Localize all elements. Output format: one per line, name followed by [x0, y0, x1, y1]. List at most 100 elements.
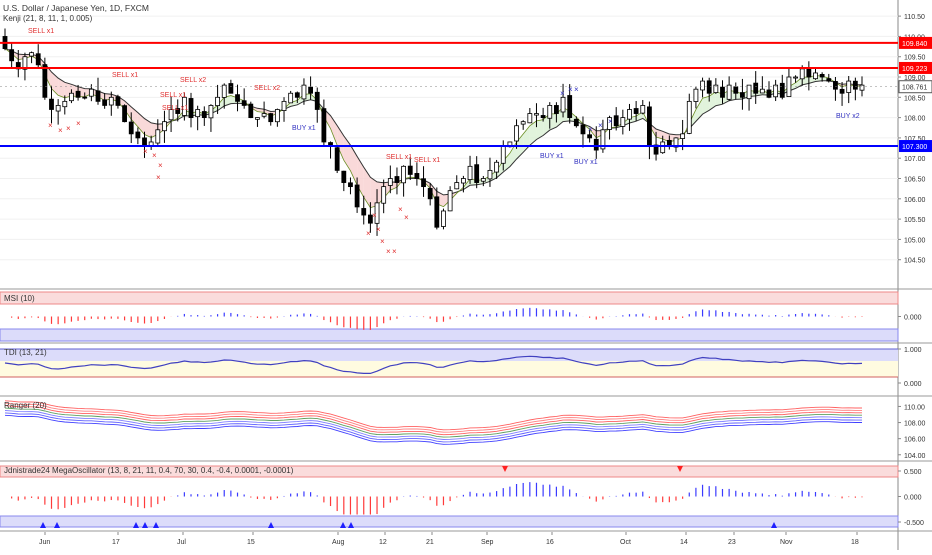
- signal-marker: ×: [386, 247, 391, 256]
- candle-body: [22, 56, 28, 70]
- signal-marker: ×: [158, 161, 163, 170]
- level-label: 109.223: [902, 66, 927, 73]
- time-tick-label: 12: [379, 539, 387, 546]
- time-tick-label: Aug: [332, 539, 345, 546]
- price-tick-label: 107.00: [904, 156, 926, 163]
- candle-body: [773, 84, 779, 98]
- candle-body: [195, 109, 201, 118]
- candle-body: [500, 145, 506, 164]
- ranger-band-line: [4, 407, 862, 438]
- price-tick-label: 109.00: [904, 75, 926, 82]
- candle-body: [567, 95, 573, 119]
- candle-body: [673, 137, 679, 148]
- candle-body: [255, 117, 260, 120]
- sell-signal-label: SELL x1: [160, 92, 186, 99]
- candle-body: [108, 96, 114, 106]
- candle-body: [494, 161, 500, 173]
- candle-body: [228, 83, 234, 94]
- candle-body: [779, 82, 785, 98]
- candle-body: [235, 94, 240, 102]
- candle-body: [859, 84, 865, 91]
- candle-body: [693, 88, 699, 102]
- candle-body: [208, 105, 214, 119]
- candle-body: [746, 84, 752, 100]
- panel-tick-label: 104.00: [904, 453, 926, 460]
- candle-body: [381, 186, 387, 204]
- cloud-segment: [330, 115, 338, 146]
- signal-marker: ×: [588, 125, 593, 134]
- cloud-segment: [589, 126, 597, 138]
- candle-body: [766, 89, 772, 98]
- sell-signal-label: SELL x1: [162, 105, 188, 112]
- candle-body: [95, 90, 101, 102]
- sell-signal-label: SELL x1: [112, 72, 138, 79]
- candle-body: [314, 91, 320, 110]
- osc-buy-triangle: [153, 522, 159, 528]
- candle-body: [680, 133, 686, 139]
- price-tick-label: 108.50: [904, 95, 926, 102]
- level-badge: [899, 140, 932, 153]
- candle-body: [733, 86, 739, 94]
- panel-tick-label: 108.00: [904, 421, 926, 428]
- candle-body: [55, 105, 61, 112]
- candle-body: [826, 78, 832, 82]
- buy-signal-label: BUY x2: [836, 113, 860, 120]
- panel-tick-label: 0.000: [904, 381, 922, 388]
- sell-signal-label: SELL x1: [28, 28, 54, 35]
- candle-body: [467, 165, 473, 180]
- signal-marker: ×: [404, 213, 409, 222]
- candle-body: [480, 178, 486, 182]
- msi-upper-band: [0, 291, 899, 305]
- price-tick-label: 104.50: [904, 258, 926, 265]
- cloud-segment: [543, 113, 550, 136]
- cloud-segment: [51, 71, 59, 96]
- candle-body: [813, 72, 818, 80]
- panel-tick-label: 0.000: [904, 315, 922, 322]
- ranger-band-line: [4, 405, 862, 436]
- cloud-segment: [702, 96, 710, 115]
- indicator-overlay: Kenji (21, 8, 11, 1, 0.005): [3, 14, 92, 23]
- signal-marker: ×: [380, 237, 385, 246]
- candle-body: [633, 108, 639, 114]
- candle-body: [9, 49, 15, 62]
- osc-buy-triangle: [268, 522, 274, 528]
- cloud-segment: [58, 78, 65, 98]
- signal-marker: ×: [568, 85, 573, 94]
- cloud-segment: [343, 135, 351, 171]
- cloud-segment: [144, 118, 152, 138]
- price-tick-label: 107.50: [904, 136, 926, 143]
- cloud-segment: [536, 119, 544, 140]
- candle-body: [759, 88, 765, 94]
- cloud-segment: [350, 145, 358, 186]
- candle-body: [394, 176, 400, 183]
- time-tick-label: 17: [112, 539, 120, 546]
- candle-body: [454, 182, 460, 190]
- candle-body: [852, 80, 858, 90]
- cloud-segment: [529, 120, 537, 146]
- signal-marker: ×: [58, 126, 63, 135]
- osc-buy-triangle: [771, 522, 777, 528]
- osc-buy-triangle: [340, 522, 346, 528]
- buy-signal-label: BUY x1: [292, 125, 316, 132]
- candle-body: [527, 113, 533, 124]
- candle-body: [407, 165, 413, 175]
- candle-body: [128, 121, 134, 135]
- price-tick-label: 106.50: [904, 177, 926, 184]
- signal-marker: ×: [376, 225, 381, 234]
- time-tick-label: Jun: [39, 539, 50, 546]
- ranger-band-line: [4, 414, 862, 445]
- chart-title: U.S. Dollar / Japanese Yen, 1D, FXCM: [3, 3, 149, 13]
- candle-body: [294, 92, 300, 98]
- time-tick-label: Nov: [780, 539, 793, 546]
- signal-marker: ×: [48, 121, 53, 130]
- panel-label: Ranger (20): [4, 401, 47, 410]
- indicator-label: Kenji (21, 8, 11, 1, 0.005): [3, 14, 93, 23]
- sell-signal-label: SELL x2: [254, 85, 280, 92]
- candle-body: [201, 111, 207, 119]
- signal-marker: ×: [608, 117, 613, 126]
- sell-signal-label: SELL x1: [414, 157, 440, 164]
- candle-body: [660, 141, 666, 154]
- tdi-mid-zone: [0, 361, 898, 377]
- candle-body: [175, 108, 181, 114]
